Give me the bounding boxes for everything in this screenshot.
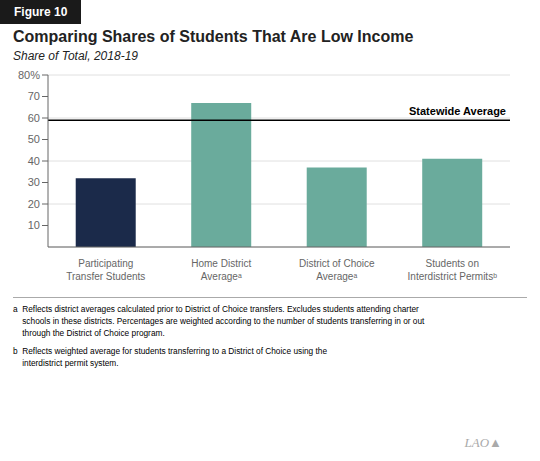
svg-text:60: 60 bbox=[28, 112, 40, 124]
svg-text:70: 70 bbox=[28, 90, 40, 102]
html-text:Figure 10: Figure 10 bbox=[14, 5, 68, 19]
html-text:b Reflects weighted average fo: b Reflects weighted average for students… bbox=[13, 346, 328, 369]
svg-text:30: 30 bbox=[28, 176, 40, 188]
html-text:Share of Total, 2018-19: Share of Total, 2018-19 bbox=[13, 49, 138, 63]
html-text:Comparing Shares of Students T: Comparing Shares of Students That Are Lo… bbox=[13, 28, 414, 45]
svg-text:20: 20 bbox=[28, 198, 40, 210]
html-text:a Reflects district averages c: a Reflects district averages calculated … bbox=[13, 304, 425, 338]
svg-text:10: 10 bbox=[28, 219, 40, 231]
svg-text:Home DistrictAverageᵃ: Home DistrictAverageᵃ bbox=[191, 258, 251, 282]
svg-text:50: 50 bbox=[28, 133, 40, 145]
svg-text:ParticipatingTransfer Students: ParticipatingTransfer Students bbox=[66, 258, 145, 282]
svg-text:80%: 80% bbox=[18, 69, 40, 81]
html-text:LAO▲: LAO▲ bbox=[464, 435, 502, 450]
svg-text:District of ChoiceAverageᵃ: District of ChoiceAverageᵃ bbox=[299, 258, 375, 282]
svg-text:Students onInterdistrict Permi: Students onInterdistrict Permitsᵇ bbox=[408, 258, 498, 282]
svg-text:Statewide Average: Statewide Average bbox=[409, 105, 506, 117]
svg-text:40: 40 bbox=[28, 155, 40, 167]
